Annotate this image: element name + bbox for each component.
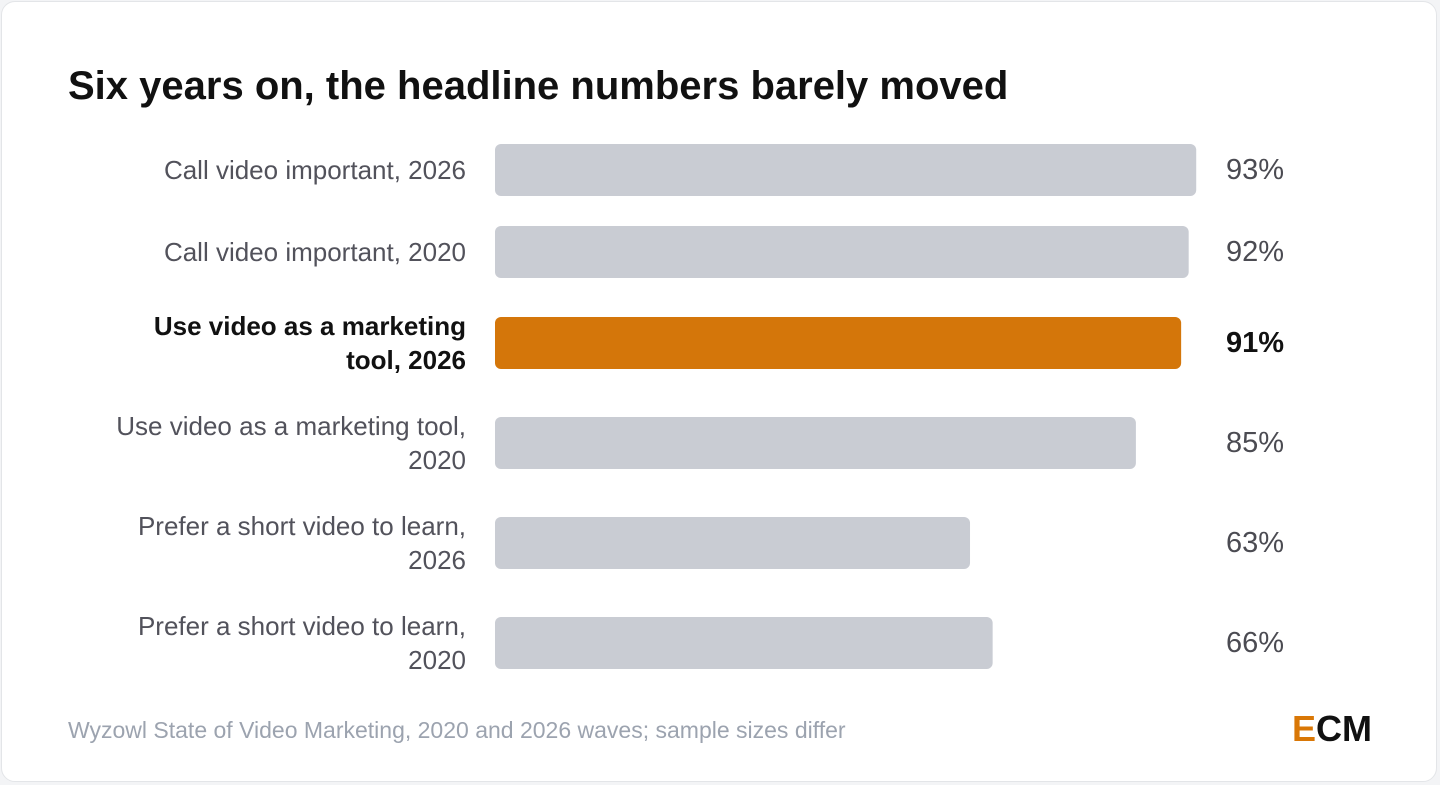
value-label-1: 92%: [1226, 236, 1284, 268]
value-label-5: 66%: [1226, 627, 1284, 659]
category-label-4: Prefer a short video to learn, 2026: [138, 511, 466, 575]
ecm-logo: ECM: [1292, 708, 1372, 750]
bar-1: [495, 226, 1189, 278]
logo-letters-cm: CM: [1316, 708, 1372, 749]
bar-3: [495, 417, 1136, 469]
value-label-0: 93%: [1226, 154, 1284, 186]
bar-5: [495, 617, 993, 669]
category-label-5: Prefer a short video to learn, 2020: [138, 611, 466, 675]
logo-letter-e: E: [1291, 708, 1316, 749]
value-label-2: 91%: [1226, 327, 1284, 359]
bar-0: [495, 144, 1197, 196]
value-label-3: 85%: [1226, 427, 1284, 459]
source-note: Wyzowl State of Video Marketing, 2020 an…: [68, 717, 846, 743]
category-label-3: Use video as a marketing tool, 2020: [116, 411, 466, 475]
value-label-4: 63%: [1226, 527, 1284, 559]
category-label-2: Use video as a marketing tool, 2026: [154, 311, 466, 375]
bar-2: [495, 317, 1182, 369]
bar-4: [495, 517, 971, 569]
category-label-0: Call video important, 2026: [164, 155, 466, 185]
chart-title: Six years on, the headline numbers barel…: [68, 64, 1009, 108]
category-label-1: Call video important, 2020: [164, 237, 466, 267]
